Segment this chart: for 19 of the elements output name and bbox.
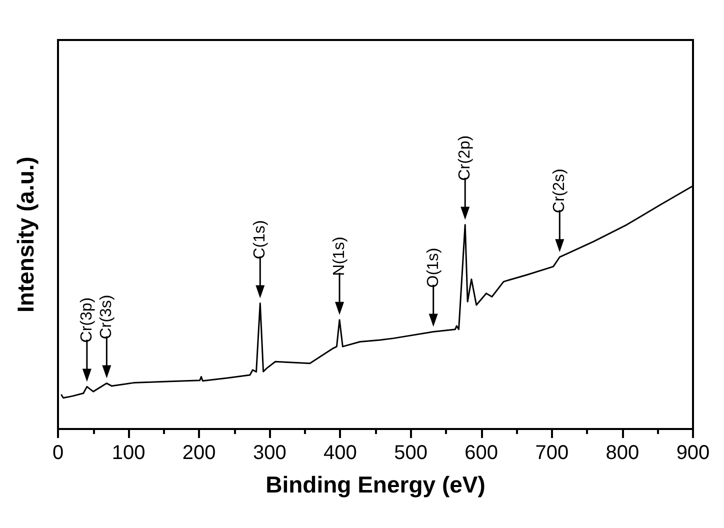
x-axis-title: Binding Energy (eV) <box>266 472 486 498</box>
x-tick-label: 200 <box>182 442 216 464</box>
x-tick-label: 500 <box>394 442 428 464</box>
x-tick-label: 800 <box>606 442 640 464</box>
x-tick-label: 700 <box>535 442 569 464</box>
y-axis-title: Intensity (a.u.) <box>12 156 38 312</box>
x-tick-label: 900 <box>676 442 710 464</box>
x-tick-label: 100 <box>112 442 146 464</box>
annotation: N(1s) <box>331 236 348 276</box>
x-tick-label: 400 <box>324 442 357 464</box>
x-tick-label: 0 <box>52 442 64 464</box>
x-tick-label: 600 <box>464 442 498 464</box>
annotation: Cr(2s) <box>551 168 568 214</box>
annotation: O(1s) <box>424 248 442 288</box>
annotation: Cr(3p) <box>78 297 96 343</box>
annotation: Cr(2p) <box>456 135 474 181</box>
annotation: C(1s) <box>252 220 269 260</box>
x-tick-label: 300 <box>252 442 286 464</box>
annotation: Cr(3s) <box>98 294 116 340</box>
